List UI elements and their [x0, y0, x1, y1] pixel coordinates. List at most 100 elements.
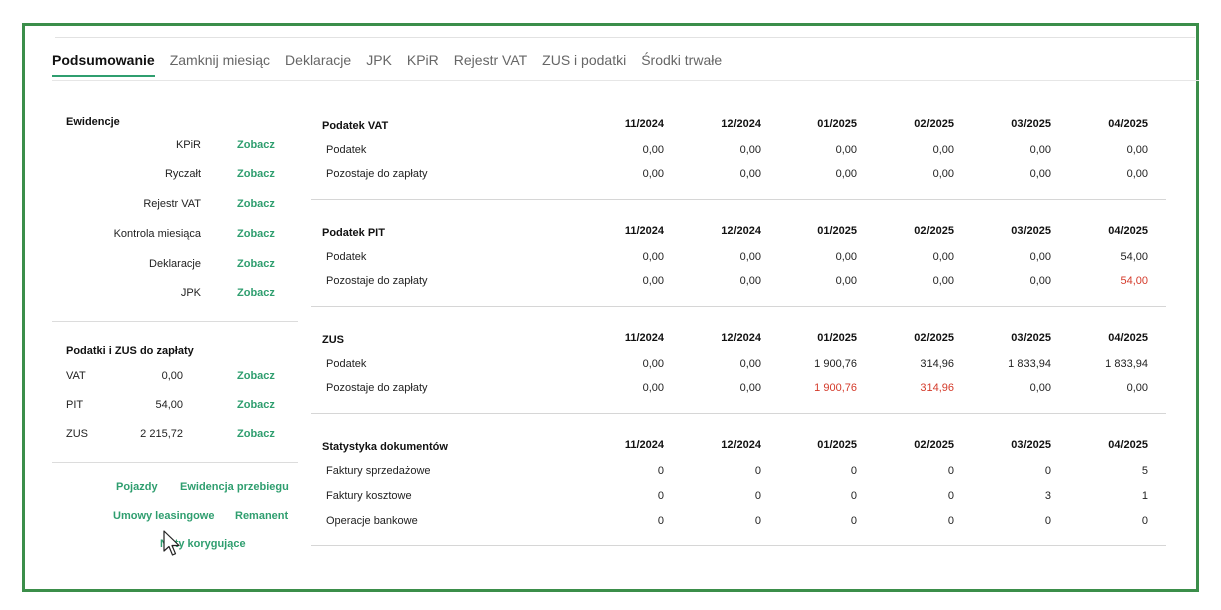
cell-value: 0,00: [835, 144, 857, 156]
ewidencja-row-kontrola-miesiaca: Kontrola miesiąca Zobacz: [52, 228, 300, 244]
table-header: ZUS 11/2024 12/2024 01/2025 02/2025 03/2…: [311, 332, 1166, 348]
cell-value: 0,00: [1029, 144, 1051, 156]
zobacz-deklaracje-link[interactable]: Zobacz: [237, 258, 275, 270]
table-row: Operacje bankowe 0 0 0 0 0 0: [311, 515, 1166, 531]
zobacz-ryczalt-link[interactable]: Zobacz: [237, 168, 275, 180]
cell-value: 0,00: [1029, 275, 1051, 287]
tab-bar: Podsumowanie Zamknij miesiąc Deklaracje …: [52, 52, 737, 82]
table-divider: [311, 545, 1166, 546]
month-header: 01/2025: [817, 225, 857, 237]
cell-value: 1: [1141, 490, 1148, 502]
cell-value: 0,00: [739, 168, 761, 180]
month-header: 03/2025: [1011, 225, 1051, 237]
cell-value: 0: [657, 515, 664, 527]
cell-value: 314,96: [920, 358, 954, 370]
cell-value: 0,00: [1126, 168, 1148, 180]
month-header: 02/2025: [914, 118, 954, 130]
table-row: Pozostaje do zapłaty 0,00 0,00 0,00 0,00…: [311, 275, 1166, 291]
month-header: 11/2024: [624, 118, 664, 130]
cell-value: 0: [850, 490, 857, 502]
cell-value: 0: [850, 465, 857, 477]
podatki-value: 54,00: [155, 399, 183, 411]
cell-value: 0,00: [932, 251, 954, 263]
month-header: 12/2024: [721, 118, 761, 130]
zobacz-pit-link[interactable]: Zobacz: [237, 399, 275, 411]
cell-value: 0,00: [1029, 168, 1051, 180]
cell-value-due: 54,00: [1120, 275, 1148, 287]
cell-value: 0: [947, 465, 954, 477]
cell-value-due: 314,96: [920, 382, 954, 394]
month-header: 02/2025: [914, 225, 954, 237]
table-header: Statystyka dokumentów 11/2024 12/2024 01…: [311, 439, 1166, 455]
zobacz-jpk-link[interactable]: Zobacz: [237, 287, 275, 299]
ewidencja-row-ryczalt: Ryczałt Zobacz: [52, 168, 300, 184]
table-header: Podatek PIT 11/2024 12/2024 01/2025 02/2…: [311, 225, 1166, 241]
tab-zamknij-miesiac[interactable]: Zamknij miesiąc: [169, 52, 271, 68]
zobacz-rejestr-vat-link[interactable]: Zobacz: [237, 198, 275, 210]
cell-value: 0,00: [932, 275, 954, 287]
table-row: Podatek 0,00 0,00 1 900,76 314,96 1 833,…: [311, 358, 1166, 374]
tab-deklaracje[interactable]: Deklaracje: [285, 52, 352, 68]
cell-value: 0: [947, 515, 954, 527]
ewidencja-przebiegu-link[interactable]: Ewidencja przebiegu: [180, 481, 289, 493]
table-row: Pozostaje do zapłaty 0,00 0,00 0,00 0,00…: [311, 168, 1166, 184]
table-title: Statystyka dokumentów: [322, 441, 448, 453]
cell-value: 1 900,76: [814, 358, 857, 370]
tab-srodki-trwale[interactable]: Środki trwałe: [641, 52, 723, 68]
month-header: 12/2024: [721, 225, 761, 237]
month-header: 02/2025: [914, 439, 954, 451]
noty-korygujace-link[interactable]: Noty korygujące: [160, 538, 246, 550]
arrow-cursor-icon: [163, 530, 180, 556]
tab-rejestr-vat[interactable]: Rejestr VAT: [453, 52, 528, 68]
month-header: 03/2025: [1011, 439, 1051, 451]
cell-value: 0,00: [739, 251, 761, 263]
cell-value: 0: [657, 465, 664, 477]
umowy-leasingowe-link[interactable]: Umowy leasingowe: [113, 510, 215, 522]
podatki-value: 0,00: [161, 370, 183, 382]
cell-value: 0,00: [1126, 382, 1148, 394]
cell-value: 0: [850, 515, 857, 527]
tab-podsumowanie[interactable]: Podsumowanie: [52, 52, 155, 77]
row-label: Podatek: [326, 144, 367, 156]
ewidencja-label: Ryczałt: [164, 168, 201, 180]
row-label: Pozostaje do zapłaty: [326, 275, 428, 287]
ewidencja-row-kpir: KPiR Zobacz: [52, 139, 300, 155]
month-header: 01/2025: [817, 118, 857, 130]
ewidencja-label: Deklaracje: [149, 258, 201, 270]
tab-jpk[interactable]: JPK: [366, 52, 392, 68]
zobacz-zus-link[interactable]: Zobacz: [237, 428, 275, 440]
top-divider: [55, 37, 1195, 38]
table-row: Podatek 0,00 0,00 0,00 0,00 0,00 54,00: [311, 251, 1166, 267]
table-row: Faktury kosztowe 0 0 0 0 3 1: [311, 490, 1166, 506]
ewidencje-title: Ewidencje: [66, 116, 120, 128]
zobacz-vat-link[interactable]: Zobacz: [237, 370, 275, 382]
table-divider: [311, 199, 1166, 200]
cell-value: 0,00: [739, 358, 761, 370]
table-row: Pozostaje do zapłaty 0,00 0,00 1 900,76 …: [311, 382, 1166, 398]
tab-zus-i-podatki[interactable]: ZUS i podatki: [542, 52, 627, 68]
month-header: 12/2024: [721, 332, 761, 344]
table-title: Podatek VAT: [322, 120, 389, 132]
cell-value: 54,00: [1120, 251, 1148, 263]
cell-value: 0,00: [642, 144, 664, 156]
left-divider: [52, 462, 298, 463]
pojazdy-link[interactable]: Pojazdy: [116, 481, 158, 493]
podatki-value: 2 215,72: [140, 428, 183, 440]
cell-value: 0: [754, 515, 761, 527]
ewidencja-label: Kontrola miesiąca: [113, 228, 201, 240]
pit-table: Podatek PIT 11/2024 12/2024 01/2025 02/2…: [311, 225, 1166, 305]
ewidencja-label: KPiR: [175, 139, 201, 151]
month-header: 11/2024: [624, 225, 664, 237]
cell-value: 0,00: [1029, 251, 1051, 263]
cell-value: 0,00: [932, 144, 954, 156]
table-row: Podatek 0,00 0,00 0,00 0,00 0,00 0,00: [311, 144, 1166, 160]
cell-value: 0,00: [642, 382, 664, 394]
zobacz-kontrola-link[interactable]: Zobacz: [237, 228, 275, 240]
remanent-link[interactable]: Remanent: [235, 510, 289, 522]
zobacz-kpir-link[interactable]: Zobacz: [237, 139, 275, 151]
table-header: Podatek VAT 11/2024 12/2024 01/2025 02/2…: [311, 118, 1166, 134]
month-header: 11/2024: [624, 439, 664, 451]
row-label: Pozostaje do zapłaty: [326, 168, 428, 180]
tab-kpir[interactable]: KPiR: [406, 52, 439, 68]
cell-value: 0: [754, 490, 761, 502]
